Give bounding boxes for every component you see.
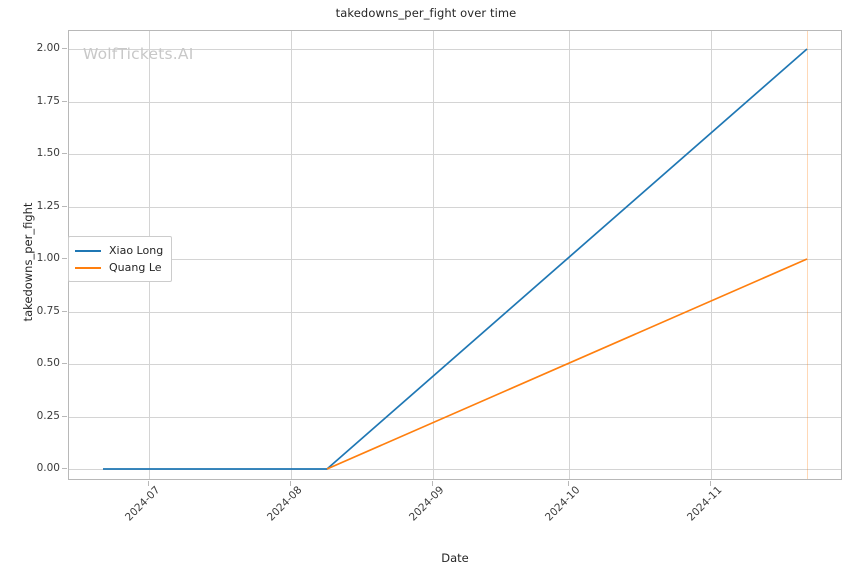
y-tick-mark	[62, 101, 67, 102]
x-tick-label: 2024-09	[406, 484, 447, 524]
y-tick-mark	[62, 258, 67, 259]
gridline-horizontal	[69, 49, 841, 50]
gridline-vertical	[569, 31, 570, 479]
y-tick-mark	[62, 311, 67, 312]
legend-item[interactable]: Xiao Long	[75, 242, 163, 259]
legend-label: Xiao Long	[109, 244, 164, 257]
x-tick-mark	[710, 481, 711, 486]
x-tick-mark	[568, 481, 569, 486]
x-tick-label: 2024-07	[122, 484, 163, 524]
y-tick-label: 2.00	[36, 42, 60, 54]
legend-item[interactable]: Quang Le	[75, 259, 163, 276]
series-line-2	[326, 258, 808, 470]
y-tick-mark	[62, 363, 67, 364]
gridline-horizontal	[69, 312, 841, 313]
legend-swatch-1	[75, 249, 101, 252]
legend-label: Quang Le	[109, 261, 162, 274]
y-tick-label: 1.50	[36, 147, 60, 159]
x-tick-mark	[432, 481, 433, 486]
y-tick-mark	[62, 48, 67, 49]
y-tick-mark	[62, 153, 67, 154]
gridline-vertical	[291, 31, 292, 479]
gridline-vertical	[433, 31, 434, 479]
gridline-horizontal	[69, 207, 841, 208]
series-line-1	[103, 48, 808, 470]
plot-area: WolfTickets.AI	[68, 30, 842, 480]
gridline-horizontal	[69, 102, 841, 103]
series-layer	[103, 48, 808, 470]
chart-title: takedowns_per_fight over time	[335, 6, 517, 20]
legend-swatch-2	[75, 266, 101, 269]
gridline-horizontal	[69, 417, 841, 418]
x-axis-tick-labels: 2024-07 2024-08 2024-09 2024-10 2024-11	[68, 480, 842, 540]
y-tick-label: 0.75	[36, 305, 60, 317]
y-tick-label: 0.00	[36, 462, 60, 474]
gridline-horizontal	[69, 154, 841, 155]
y-tick-label: 0.25	[36, 410, 60, 422]
gridline-horizontal	[69, 469, 841, 470]
y-tick-mark	[62, 206, 67, 207]
x-tick-label: 2024-11	[684, 484, 725, 524]
y-tick-label: 1.75	[36, 95, 60, 107]
y-tick-label: 1.00	[36, 252, 60, 264]
y-axis-tick-labels: 0.00 0.25 0.50 0.75 1.00 1.25 1.50 1.75 2.00	[0, 30, 60, 480]
gridline-vertical	[711, 31, 712, 479]
chart-legend[interactable]: Xiao Long Quang Le	[68, 236, 173, 282]
y-tick-label: 1.25	[36, 200, 60, 212]
y-tick-label: 0.50	[36, 357, 60, 369]
x-axis-label: Date	[441, 551, 469, 565]
x-tick-label: 2024-08	[264, 484, 305, 524]
x-tick-mark	[148, 481, 149, 486]
x-tick-mark	[290, 481, 291, 486]
y-axis-label: takedowns_per_fight	[21, 202, 35, 322]
gridline-horizontal	[69, 364, 841, 365]
gridline-horizontal	[69, 259, 841, 260]
y-tick-mark	[62, 416, 67, 417]
y-tick-mark	[62, 468, 67, 469]
event-vertical-line	[807, 31, 808, 479]
x-tick-label: 2024-10	[542, 484, 583, 524]
